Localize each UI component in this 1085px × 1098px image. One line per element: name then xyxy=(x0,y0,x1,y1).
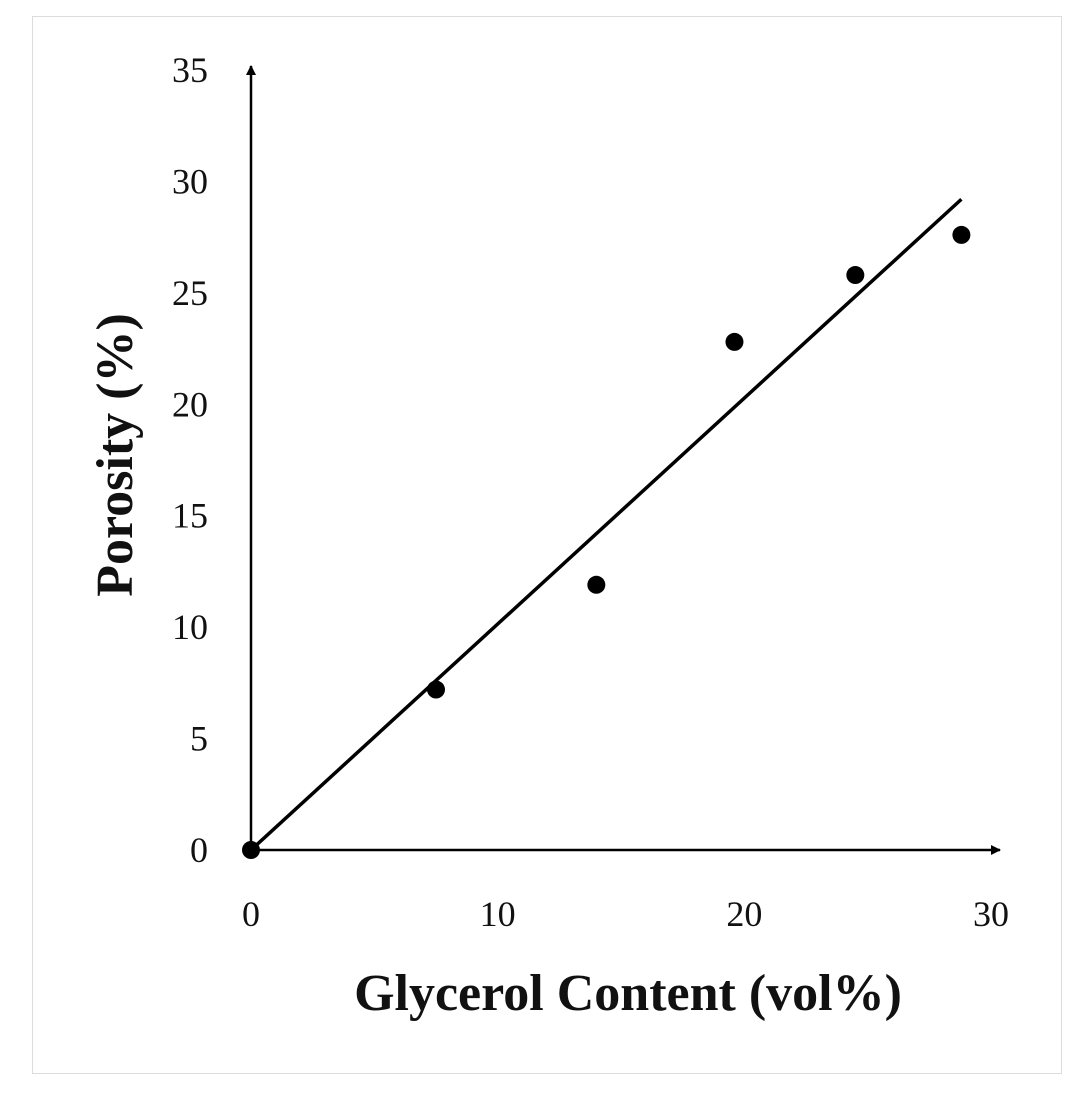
data-point xyxy=(952,225,971,244)
y-tick-label: 25 xyxy=(172,273,208,313)
chart-frame xyxy=(32,16,1062,1074)
x-tick-label: 20 xyxy=(726,894,762,934)
y-tick-label: 0 xyxy=(190,830,208,870)
data-point xyxy=(725,332,744,351)
trendline xyxy=(249,197,963,852)
data-point xyxy=(587,575,606,594)
data-points xyxy=(242,225,971,859)
trendline-layer xyxy=(249,197,963,852)
y-tick-label: 35 xyxy=(172,50,208,90)
data-point xyxy=(427,680,445,699)
x-axis-title: Glycerol Content (vol%) xyxy=(354,965,902,1022)
x-tick-label: 0 xyxy=(242,894,260,934)
data-point xyxy=(242,841,260,859)
axes xyxy=(246,65,1001,855)
y-tick-label: 30 xyxy=(172,161,208,201)
tick-labels: 0 10 20 30 0 5 10 15 20 25 30 35 xyxy=(172,50,1009,934)
y-axis-title: Porosity (%) xyxy=(87,313,144,597)
x-tick-label: 30 xyxy=(973,894,1009,934)
y-tick-label: 15 xyxy=(172,496,208,536)
data-point xyxy=(846,266,865,285)
x-tick-label: 10 xyxy=(480,894,516,934)
y-tick-label: 20 xyxy=(172,384,208,424)
y-tick-label: 10 xyxy=(172,607,208,647)
y-tick-label: 5 xyxy=(190,719,208,759)
